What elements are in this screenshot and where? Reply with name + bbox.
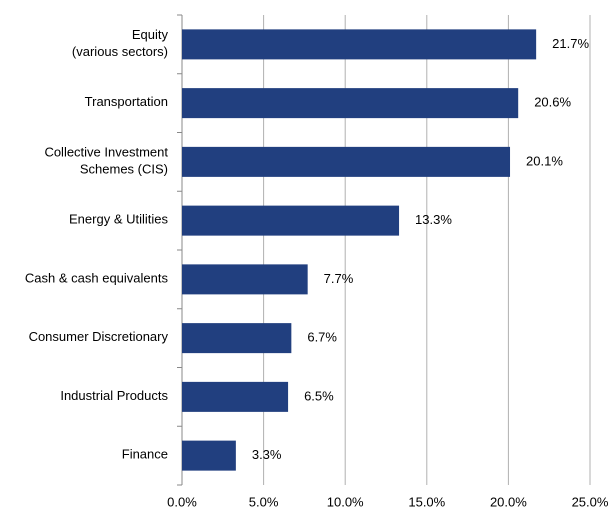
y-tick-label: Cash & cash equivalents — [25, 271, 169, 286]
value-label: 6.7% — [307, 330, 337, 345]
value-label: 7.7% — [324, 271, 354, 286]
x-tick-label: 0.0% — [167, 494, 197, 509]
y-tick-label: Industrial Products — [60, 388, 168, 403]
y-tick-label: Transportation — [85, 95, 168, 110]
bar — [182, 29, 537, 60]
y-tick-label: Collective Investment Schemes (CIS) — [44, 145, 168, 177]
x-tick-label: 25.0% — [572, 494, 609, 509]
x-tick-label: 5.0% — [249, 494, 279, 509]
y-tick-label: Consumer Discretionary — [29, 330, 169, 345]
bar — [182, 146, 511, 177]
y-tick-label: Energy & Utilities — [69, 212, 168, 227]
bar — [182, 381, 289, 412]
value-label: 6.5% — [304, 388, 334, 403]
bar — [182, 88, 519, 119]
x-tick-label: 20.0% — [490, 494, 527, 509]
value-label: 20.1% — [526, 153, 563, 168]
bar — [182, 205, 400, 236]
bar — [182, 440, 236, 471]
value-label: 21.7% — [552, 36, 589, 51]
y-tick-label: Finance — [122, 447, 168, 462]
value-label: 20.6% — [534, 95, 571, 110]
x-tick-label: 15.0% — [408, 494, 445, 509]
bar — [182, 264, 308, 295]
value-label: 3.3% — [252, 447, 282, 462]
y-tick-label: Equity (various sectors) — [72, 27, 169, 59]
x-tick-label: 10.0% — [327, 494, 364, 509]
value-label: 13.3% — [415, 212, 452, 227]
bar — [182, 323, 292, 354]
